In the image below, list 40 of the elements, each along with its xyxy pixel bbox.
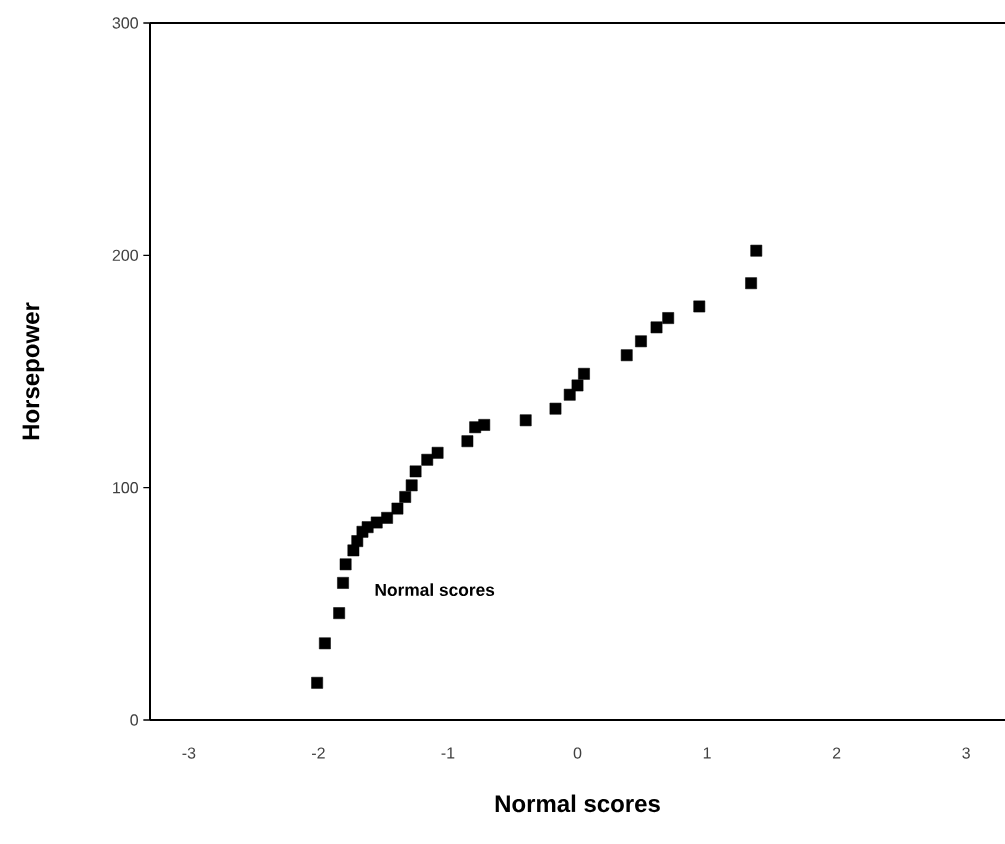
point	[549, 402, 562, 415]
y-axis-title: Horsepower	[22, 302, 45, 440]
x-tick-label: -1	[441, 747, 455, 759]
point	[319, 637, 331, 650]
y-tick-label: 0	[130, 714, 139, 726]
annotation: Normal scores	[375, 583, 495, 597]
point	[693, 300, 706, 313]
point	[650, 321, 663, 334]
y-tick-label: 300	[112, 17, 139, 29]
point	[431, 446, 444, 459]
point	[635, 335, 647, 348]
point	[662, 312, 675, 324]
point	[478, 419, 491, 431]
x-tick-label: 3	[962, 747, 970, 759]
point	[399, 491, 412, 503]
point	[381, 512, 393, 524]
point	[391, 502, 404, 515]
x-tick-label: 0	[573, 747, 582, 759]
point	[370, 516, 383, 529]
point	[339, 558, 352, 571]
point	[578, 367, 590, 380]
x-tick-label: -3	[182, 747, 196, 759]
y-tick-label: 100	[113, 482, 139, 494]
point	[405, 479, 418, 492]
y-tick-label: 200	[112, 249, 139, 261]
point	[750, 244, 763, 257]
point	[620, 349, 633, 362]
point	[571, 379, 584, 392]
point	[745, 277, 757, 290]
point	[333, 607, 346, 619]
point	[519, 414, 532, 427]
x-tick-label: -2	[312, 747, 325, 759]
point	[337, 577, 349, 589]
x-tick-label: 2	[832, 747, 841, 759]
point	[311, 676, 323, 689]
point	[461, 435, 474, 448]
x-tick-label: 1	[703, 747, 711, 759]
point	[421, 453, 434, 466]
x-axis-title: Normal scores	[495, 794, 660, 813]
point	[409, 465, 422, 478]
